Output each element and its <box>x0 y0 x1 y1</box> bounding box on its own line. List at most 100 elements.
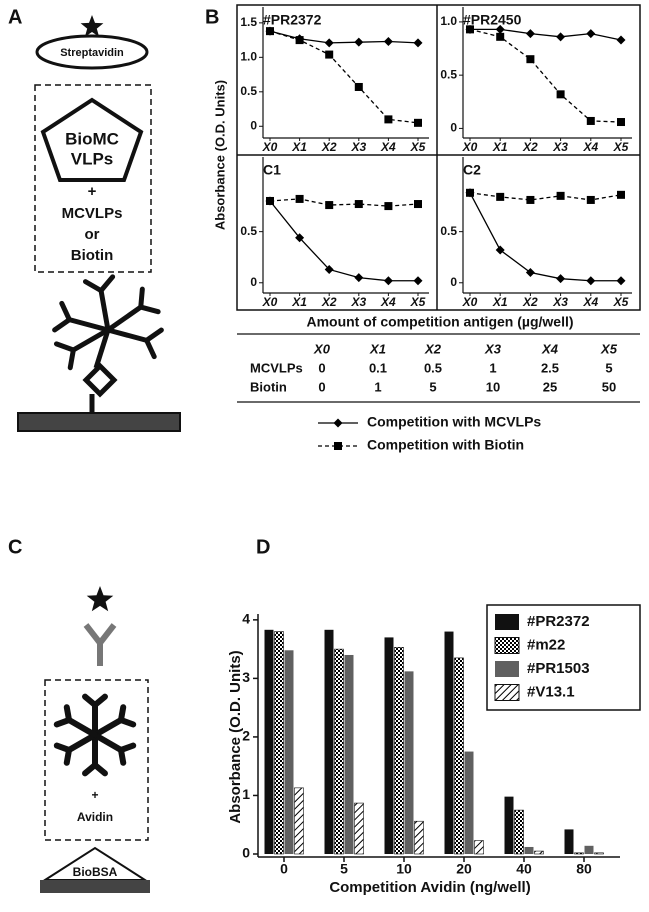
y-tick-label: 1.0 <box>440 14 457 28</box>
x-tick-label: X3 <box>350 295 366 309</box>
antibody-arm <box>105 304 144 333</box>
antibody-arm <box>138 286 145 310</box>
x-tick-label: X1 <box>492 140 508 154</box>
chart-title: C1 <box>263 162 281 178</box>
bar <box>574 852 584 855</box>
x-tick-label: X3 <box>350 140 366 154</box>
marker <box>413 276 423 286</box>
bar <box>514 809 524 855</box>
table-cell: 1 <box>374 379 381 394</box>
marker <box>496 32 505 41</box>
marker <box>384 202 393 211</box>
table-cell: 0 <box>318 379 325 394</box>
streptavidin-shape <box>35 34 149 70</box>
marker <box>586 116 595 125</box>
plate <box>17 412 181 432</box>
marker <box>414 118 422 127</box>
x-tick-label: X2 <box>321 140 337 154</box>
diagram-label: Biotin <box>71 247 114 264</box>
x-axis-label: Amount of competition antigen (µg/well) <box>306 314 573 330</box>
marker <box>586 276 596 286</box>
y-tick-label: 0 <box>450 275 457 289</box>
diagram-label: + <box>88 183 97 200</box>
antibody-arm <box>117 717 137 728</box>
antibody-arm <box>66 732 98 753</box>
bar <box>324 629 334 854</box>
x-tick-label: 80 <box>576 861 592 877</box>
bar <box>564 829 574 854</box>
marker <box>266 196 274 205</box>
bar <box>594 852 604 855</box>
antibody-arm <box>138 304 161 315</box>
marker <box>586 195 595 204</box>
y-tick-label: 1.5 <box>240 15 257 29</box>
bar <box>354 802 364 855</box>
pentagon <box>40 97 144 182</box>
plate <box>40 880 150 893</box>
x-tick-label: X0 <box>462 295 478 309</box>
x-tick-label: X5 <box>613 140 629 154</box>
y-tick-label: 0.5 <box>240 84 257 98</box>
table-cell: 1 <box>489 360 496 375</box>
marker <box>617 190 625 199</box>
y-tick-label: 0 <box>250 275 257 289</box>
y-tick-label: 0 <box>242 845 250 861</box>
y-tick-label: 0.5 <box>240 224 257 238</box>
antibody-arm <box>53 742 73 753</box>
panel-b-frame <box>236 4 641 311</box>
bar <box>464 751 474 854</box>
table-header: X3 <box>484 341 502 356</box>
diagram-label: BioMC <box>65 129 119 148</box>
marker <box>616 276 626 286</box>
legend-label: #m22 <box>527 636 565 653</box>
bar <box>334 648 344 855</box>
antibody-arm <box>98 288 111 333</box>
x-tick-label: X5 <box>410 295 426 309</box>
table-header: X5 <box>600 341 618 356</box>
series-line <box>269 198 419 207</box>
marker <box>266 27 274 36</box>
y-tick-label: 0.5 <box>440 224 457 238</box>
antibody-arm <box>144 327 164 343</box>
antibody-arm <box>144 337 157 360</box>
bar <box>504 796 514 854</box>
bar <box>394 647 404 855</box>
bar <box>524 846 534 854</box>
chart-title: #PR2372 <box>263 12 322 28</box>
x-tick-label: X2 <box>522 140 538 154</box>
bar <box>284 650 294 854</box>
table-cell: 10 <box>486 379 500 394</box>
row-label: Biotin <box>250 379 287 394</box>
series-line <box>470 28 622 41</box>
marker <box>495 24 505 34</box>
x-tick-label: X4 <box>380 295 396 309</box>
antibody-arm <box>105 327 150 343</box>
table-cell: 2.5 <box>541 360 559 375</box>
marker <box>496 192 505 201</box>
y-tick-label: 0 <box>250 118 257 132</box>
bar <box>474 840 484 855</box>
panel-label: D <box>256 536 270 558</box>
y-tick-label: 1 <box>242 786 250 802</box>
star <box>80 15 104 37</box>
legend-swatch <box>495 614 519 630</box>
bar <box>534 850 544 855</box>
marker <box>354 273 364 283</box>
bar <box>344 654 354 854</box>
diagram-label: Avidin <box>77 810 113 824</box>
marker <box>354 200 363 209</box>
marker <box>525 268 535 278</box>
marker <box>383 276 393 286</box>
x-tick-label: X3 <box>552 295 568 309</box>
x-tick-label: X4 <box>380 140 396 154</box>
antibody-arm <box>59 300 72 323</box>
marker <box>495 245 505 255</box>
marker <box>556 191 565 200</box>
marker <box>384 115 393 124</box>
marker <box>354 37 364 47</box>
antibody-arm <box>92 732 124 753</box>
marker <box>526 55 535 64</box>
y-tick-label: 0.5 <box>440 67 457 81</box>
antibody-arm <box>98 274 116 294</box>
marker <box>324 264 334 274</box>
